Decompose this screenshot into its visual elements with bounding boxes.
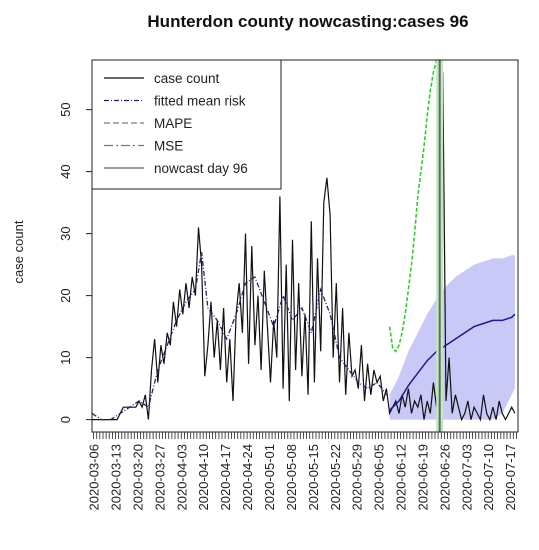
x-tick-label: 2020-04-17 [218,444,233,511]
x-tick-label: 2020-04-10 [196,444,211,511]
legend-entry: MSE [154,139,183,154]
x-axis: 2020-03-06 2020-03-13 2020-03-20 2020-03-27… [87,432,518,511]
nowcast-mean-line [389,313,516,411]
legend-entry: nowcast day 96 [154,161,248,176]
x-tick-label: 2020-06-05 [372,444,387,511]
y-tick-label: 50 [58,102,73,116]
legend-entry: fitted mean risk [154,94,246,109]
fitted-mean-risk-line [92,252,387,421]
x-tick-label: 2020-06-26 [437,444,452,511]
y-tick-label: 40 [58,164,73,178]
plot-border [91,59,519,433]
legend-entry: MAPE [154,116,192,131]
x-tick-label: 2020-05-29 [350,444,365,511]
x-tick-label: 2020-04-24 [240,444,255,511]
legend: case count fitted mean risk MAPE MSE nowcast… [91,59,282,190]
y-axis-label: case count [11,220,26,283]
x-tick-label: 2020-07-10 [481,444,496,511]
plot-content [92,60,516,432]
x-tick-label: 2020-04-03 [174,444,189,511]
y-tick-label: 0 [58,416,73,423]
x-tick-label: 2020-03-06 [87,444,102,511]
x-tick-label: 2020-07-03 [459,444,474,511]
x-tick-label: 2020-03-20 [130,444,145,511]
plot-area [91,59,519,433]
x-tick-label: 2020-03-27 [152,444,167,511]
x-tick-label: 2020-05-08 [284,444,299,511]
nowcast-band [389,255,515,420]
y-tick-label: 10 [58,350,73,364]
x-tick-label: 2020-03-13 [109,444,124,511]
case-count-line [92,72,516,422]
y-tick-label: 20 [58,288,73,302]
chart-title: Hunterdon county nowcasting:cases 96 [147,12,468,31]
x-tick-label: 2020-05-15 [306,444,321,511]
y-axis: 0 10 20 30 40 50 [58,102,92,423]
x-tick-label: 2020-05-01 [262,444,277,511]
mape-curve [388,60,443,353]
x-tick-label: 2020-05-22 [328,444,343,511]
legend-entry: case count [154,71,220,86]
y-tick-label: 30 [58,226,73,240]
x-tick-label: 2020-06-12 [394,444,409,511]
x-tick-label: 2020-06-19 [416,444,431,511]
x-tick-label: 2020-07-17 [503,444,518,511]
